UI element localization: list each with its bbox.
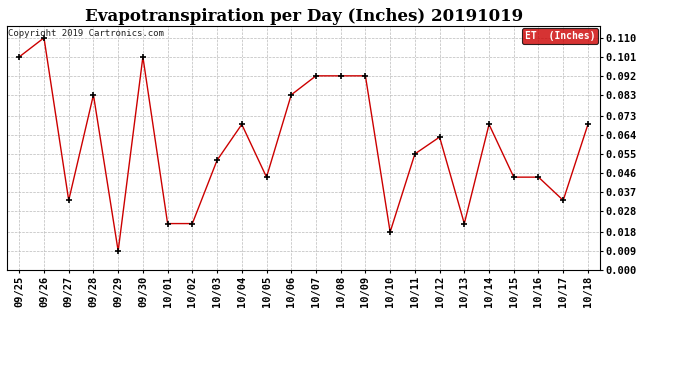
Text: Copyright 2019 Cartronics.com: Copyright 2019 Cartronics.com (8, 29, 164, 38)
Title: Evapotranspiration per Day (Inches) 20191019: Evapotranspiration per Day (Inches) 2019… (85, 8, 522, 25)
Legend: ET  (Inches): ET (Inches) (522, 28, 598, 44)
